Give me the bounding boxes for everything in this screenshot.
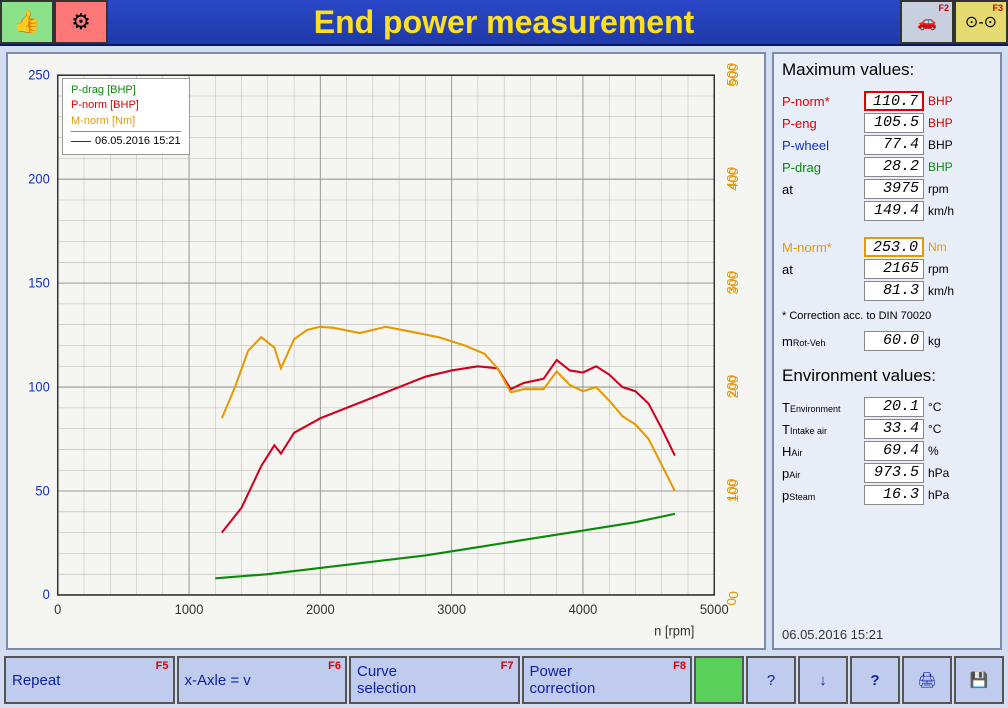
svg-text:0: 0 — [727, 591, 742, 599]
svg-text:250: 250 — [28, 67, 50, 82]
max-values-heading: Maximum values: — [782, 60, 992, 80]
value-box: 105.5 — [864, 113, 924, 133]
value-row: 81.3km/h — [782, 280, 992, 302]
green-indicator[interactable] — [694, 656, 744, 704]
f3-button[interactable]: ⊙-⊙ F3 — [954, 0, 1008, 44]
help-button[interactable]: ? — [746, 656, 796, 704]
value-row: HAir69.4% — [782, 440, 992, 462]
value-row: pSteam16.3hPa — [782, 484, 992, 506]
down-button[interactable]: ↓ — [798, 656, 848, 704]
footer: RepeatF5 x-Axle = vF6 Curve selectionF7 … — [0, 656, 1008, 708]
value-box: 81.3 — [864, 281, 924, 301]
print-button[interactable]: 🖨 — [902, 656, 952, 704]
thumbs-up-icon: 👍 — [13, 9, 40, 35]
svg-text:100: 100 — [727, 480, 742, 503]
curve-selection-button[interactable]: Curve selectionF7 — [349, 656, 520, 704]
disk-icon: 💾 — [970, 671, 989, 689]
value-row: pAir973.5hPa — [782, 462, 992, 484]
value-box: 20.1 — [864, 397, 924, 417]
value-row: at3975rpm — [782, 178, 992, 200]
value-row: at2165rpm — [782, 258, 992, 280]
legend-pnorm: P-norm [BHP] — [71, 98, 181, 113]
legend-pdrag: P-drag [BHP] — [71, 83, 181, 98]
svg-text:0: 0 — [54, 602, 61, 617]
xaxle-button[interactable]: x-Axle = vF6 — [177, 656, 348, 704]
svg-text:200: 200 — [727, 376, 742, 399]
engine-button[interactable]: ⚙ — [54, 0, 108, 44]
svg-text:0: 0 — [725, 598, 740, 606]
svg-text:300: 300 — [727, 272, 742, 295]
arrow-down-icon: ↓ — [819, 672, 827, 689]
value-box: 2165 — [864, 259, 924, 279]
mrot-value: 60.0 — [864, 331, 924, 351]
help2-button[interactable]: ? — [850, 656, 900, 704]
value-box: 16.3 — [864, 485, 924, 505]
chart-legend: P-drag [BHP] P-norm [BHP] M-norm [Nm] 06… — [62, 78, 190, 155]
dyno-icon: ⊙-⊙ — [965, 12, 997, 32]
svg-text:n [rpm]: n [rpm] — [654, 623, 694, 638]
mrot-row: mRot-Veh 60.0 kg — [782, 330, 992, 352]
save-button[interactable]: 💾 — [954, 656, 1004, 704]
svg-text:150: 150 — [28, 275, 50, 290]
question-icon: ? — [767, 672, 775, 689]
timestamp: 06.05.2016 15:21 — [782, 627, 992, 642]
svg-text:400: 400 — [727, 168, 742, 191]
value-box: 28.2 — [864, 157, 924, 177]
svg-text:100: 100 — [28, 379, 50, 394]
value-row: TEnvironment20.1°C — [782, 396, 992, 418]
printer-icon: 🖨 — [917, 671, 936, 689]
f2-button[interactable]: 🚗 F2 — [900, 0, 954, 44]
value-box: 149.4 — [864, 201, 924, 221]
repeat-button[interactable]: RepeatF5 — [4, 656, 175, 704]
legend-mnorm: M-norm [Nm] — [71, 114, 181, 129]
car-icon: 🚗 — [917, 12, 937, 32]
value-box: 33.4 — [864, 419, 924, 439]
engine-icon: ⚙ — [71, 9, 91, 35]
svg-text:3000: 3000 — [437, 602, 466, 617]
env-values-heading: Environment values: — [782, 366, 992, 386]
question-bold-icon: ? — [870, 672, 879, 689]
value-row: P-eng105.5BHP — [782, 112, 992, 134]
titlebar: 👍 ⚙ End power measurement 🚗 F2 ⊙-⊙ F3 — [0, 0, 1008, 46]
value-row: 149.4km/h — [782, 200, 992, 222]
value-box: 973.5 — [864, 463, 924, 483]
page-title: End power measurement — [108, 4, 900, 41]
svg-text:0: 0 — [43, 587, 50, 602]
value-row: M-norm*253.0Nm — [782, 236, 992, 258]
side-panel: Maximum values: P-norm*110.7BHPP-eng105.… — [772, 52, 1002, 650]
svg-text:2000: 2000 — [306, 602, 335, 617]
value-row: P-drag28.2BHP — [782, 156, 992, 178]
svg-text:50: 50 — [35, 483, 49, 498]
value-row: P-norm*110.7BHP — [782, 90, 992, 112]
ok-button[interactable]: 👍 — [0, 0, 54, 44]
svg-text:4000: 4000 — [569, 602, 598, 617]
value-box: 69.4 — [864, 441, 924, 461]
power-correction-button[interactable]: Power correctionF8 — [522, 656, 693, 704]
legend-date: 06.05.2016 15:21 — [71, 131, 181, 149]
value-box: 253.0 — [864, 237, 924, 257]
chart-panel: P-drag [BHP] P-norm [BHP] M-norm [Nm] 06… — [6, 52, 766, 650]
value-row: TIntake air33.4°C — [782, 418, 992, 440]
svg-text:1000: 1000 — [175, 602, 204, 617]
value-box: 3975 — [864, 179, 924, 199]
value-row: P-wheel77.4BHP — [782, 134, 992, 156]
correction-note: * Correction acc. to DIN 70020 — [782, 310, 992, 322]
svg-text:500: 500 — [727, 64, 742, 87]
svg-text:200: 200 — [28, 171, 50, 186]
value-box: 77.4 — [864, 135, 924, 155]
value-box: 110.7 — [864, 91, 924, 111]
